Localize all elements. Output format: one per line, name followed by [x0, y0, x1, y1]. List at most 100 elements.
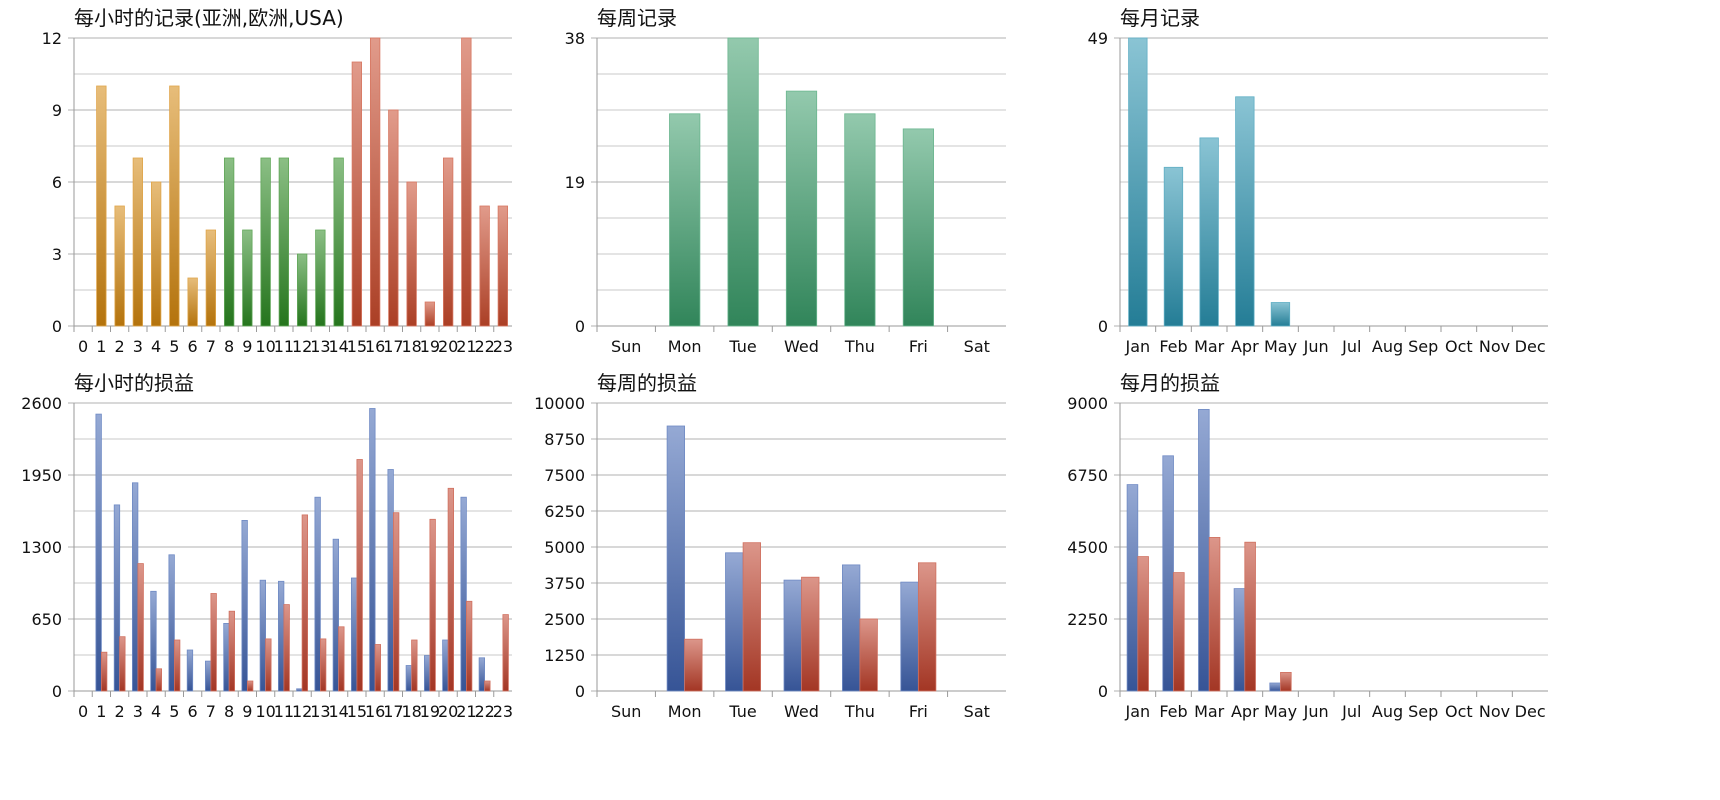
x-tick-label: 19 [420, 702, 440, 721]
x-tick-label: 1 [96, 702, 106, 721]
chart-title: 每小时的损益 [74, 371, 194, 395]
x-tick-label: 7 [206, 337, 216, 356]
hourly-records-bar [223, 157, 235, 327]
hourly-pnl-bar [465, 600, 473, 692]
x-tick-label: 8 [224, 702, 234, 721]
x-tick-label: 13 [310, 702, 330, 721]
hourly-records-bar [278, 157, 290, 327]
hourly-pnl-bar [95, 413, 102, 692]
x-tick-label: Dec [1515, 702, 1546, 721]
x-tick-label: 18 [401, 337, 421, 356]
y-tick-label: 10000 [534, 394, 585, 413]
x-tick-label: Jan [1124, 702, 1150, 721]
monthly-records-bar [1128, 37, 1148, 327]
monthly-records-bar [1199, 137, 1219, 327]
y-tick-label: 2600 [21, 394, 62, 413]
chart-title: 每月记录 [1120, 6, 1200, 30]
x-tick-label: 23 [493, 337, 513, 356]
x-tick-label: Jul [1341, 702, 1361, 721]
x-tick-label: 17 [383, 337, 403, 356]
chart-title: 每月的损益 [1120, 371, 1220, 395]
y-tick-label: 0 [1098, 317, 1108, 336]
y-tick-label: 1950 [21, 466, 62, 485]
monthly-records-bar [1235, 96, 1255, 327]
hourly-pnl-bar [155, 668, 163, 692]
x-tick-label: 10 [255, 702, 275, 721]
x-tick-label: Apr [1231, 337, 1259, 356]
hourly-records-bar [442, 157, 454, 327]
x-tick-label: 11 [274, 337, 294, 356]
hourly-pnl-bar [502, 614, 509, 692]
x-tick-label: 9 [242, 337, 252, 356]
x-tick-label: 19 [420, 337, 440, 356]
y-tick-label: 0 [52, 682, 62, 701]
hourly-pnl-bar [392, 512, 400, 692]
x-tick-label: 17 [383, 702, 403, 721]
x-tick-label: Tue [728, 337, 756, 356]
x-tick-label: Nov [1479, 337, 1510, 356]
hourly-records-bar [187, 277, 198, 327]
x-tick-label: Jun [1303, 702, 1329, 721]
monthly-pnl-bar [1269, 682, 1281, 692]
hourly-pnl-bar [484, 680, 491, 692]
hourly-pnl-bar [442, 639, 449, 692]
monthly-records-bar [1270, 302, 1291, 327]
x-tick-label: 21 [456, 702, 476, 721]
weekly-records-bar [669, 113, 701, 327]
monthly-pnl-chart: 每月的损益 0 2250 4500 6750 9000 Jan Feb Mar Apr May Jun… [1067, 371, 1548, 721]
x-tick-label: 3 [133, 337, 143, 356]
x-tick-label: Aug [1372, 337, 1403, 356]
hourly-pnl-bar [296, 688, 303, 692]
x-tick-label: 2 [115, 337, 125, 356]
x-tick-label: 0 [78, 702, 88, 721]
x-tick-label: 12 [292, 702, 312, 721]
y-tick-label: 0 [575, 682, 585, 701]
hourly-records-bar [351, 61, 363, 327]
hourly-records-bar [388, 109, 399, 327]
y-tick-label: 3750 [544, 574, 585, 593]
weekly-pnl-bar [900, 581, 919, 692]
x-tick-label: Fri [909, 337, 928, 356]
weekly-pnl-bar [801, 576, 820, 692]
weekly-records-bar [902, 128, 935, 327]
monthly-pnl-bar [1208, 537, 1221, 692]
x-tick-label: Sun [611, 702, 641, 721]
hourly-pnl-bar [277, 580, 285, 692]
x-tick-label: Sat [964, 702, 990, 721]
hourly-pnl-bar [241, 520, 248, 692]
hourly-records-bar [205, 229, 217, 327]
hourly-records-bar [242, 229, 253, 327]
x-tick-label: 21 [456, 337, 476, 356]
hourly-pnl-bar [338, 626, 345, 692]
x-tick-label: 4 [151, 702, 161, 721]
hourly-pnl-bar [319, 638, 327, 692]
monthly-records-chart: 每月记录 0 49 Jan Feb Mar Apr May Jun Jul Aug Sep Oct Nov… [1088, 6, 1548, 356]
x-tick-label: 9 [242, 702, 252, 721]
hourly-pnl-bar [332, 538, 340, 692]
hourly-pnl-bar [204, 660, 212, 692]
hourly-records-bar [497, 205, 509, 327]
y-tick-label: 7500 [544, 466, 585, 485]
x-tick-label: Thu [844, 702, 875, 721]
y-tick-label: 1300 [21, 538, 62, 557]
x-tick-label: 3 [133, 702, 143, 721]
hourly-pnl-bar [411, 639, 418, 692]
hourly-pnl-bar [460, 496, 467, 692]
hourly-pnl-bar [369, 408, 376, 692]
x-tick-label: 14 [328, 337, 348, 356]
x-tick-label: 5 [169, 702, 179, 721]
hourly-pnl-bar [301, 514, 309, 692]
x-tick-label: 8 [224, 337, 234, 356]
y-tick-label: 650 [31, 610, 62, 629]
chart-title: 每周记录 [597, 6, 677, 30]
weekly-pnl-bar [725, 552, 744, 692]
x-tick-label: 14 [328, 702, 348, 721]
monthly-pnl-bar [1126, 484, 1139, 692]
x-tick-label: Jan [1124, 337, 1150, 356]
hourly-pnl-bar [314, 496, 321, 692]
hourly-records-bar [333, 157, 344, 327]
x-tick-label: Fri [909, 702, 928, 721]
hourly-pnl-bar [265, 638, 272, 692]
